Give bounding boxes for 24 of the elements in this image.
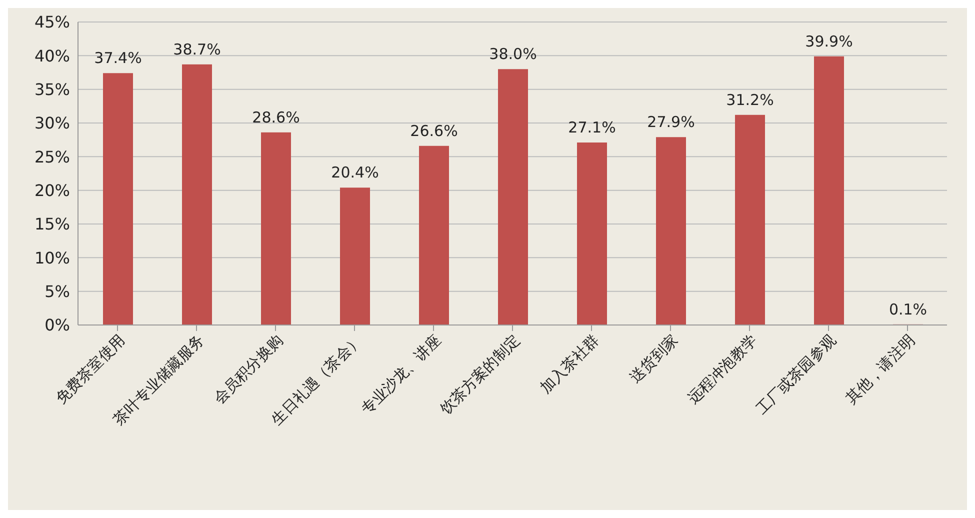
x-tick-label: 其他，请注明 [842, 331, 918, 408]
y-tick-label: 30% [34, 114, 70, 133]
y-tick-label: 15% [34, 214, 70, 234]
y-tick-label: 45% [34, 12, 70, 32]
x-tick-label: 送货到家 [626, 331, 682, 386]
y-tick-label: 25% [34, 147, 70, 166]
data-label: 0.1% [888, 300, 928, 318]
y-tick-label: 20% [34, 181, 70, 200]
data-label: 28.6% [252, 108, 300, 126]
y-tick-label: 35% [34, 80, 70, 100]
data-label: 20.4% [331, 164, 379, 182]
y-tick-label: 5% [44, 282, 70, 302]
data-label: 39.9% [805, 32, 853, 50]
data-label: 27.9% [647, 113, 695, 132]
y-tick-label: 10% [34, 248, 70, 268]
data-label: 38.0% [489, 45, 537, 64]
y-tick-label: 40% [34, 46, 70, 66]
data-label: 27.1% [568, 118, 616, 137]
data-label: 37.4% [94, 49, 142, 68]
data-label: 38.7% [173, 40, 221, 58]
x-tick-label: 加入茶社群 [536, 331, 602, 397]
data-label: 31.2% [726, 90, 774, 109]
data-label: 26.6% [410, 122, 458, 140]
y-tick-label: 0% [44, 316, 70, 335]
